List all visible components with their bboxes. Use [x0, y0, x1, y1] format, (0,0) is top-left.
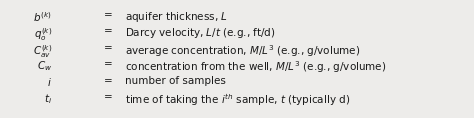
Text: time of taking the $i^{th}$ sample, $t$ (typically d): time of taking the $i^{th}$ sample, $t$ … — [125, 93, 350, 108]
Text: $C_w$: $C_w$ — [37, 59, 52, 73]
Text: average concentration, $M/L^3$ (e.g., g/volume): average concentration, $M/L^3$ (e.g., g/… — [125, 43, 360, 59]
Text: =: = — [104, 43, 112, 53]
Text: $t_i$: $t_i$ — [44, 93, 52, 106]
Text: =: = — [104, 59, 112, 70]
Text: Darcy velocity, $L/t$ (e.g., ft/d): Darcy velocity, $L/t$ (e.g., ft/d) — [125, 27, 276, 40]
Text: =: = — [104, 10, 112, 20]
Text: concentration from the well, $M/L^3$ (e.g., g/volume): concentration from the well, $M/L^3$ (e.… — [125, 59, 386, 75]
Text: $C_{av}^{(k)}$: $C_{av}^{(k)}$ — [33, 43, 52, 60]
Text: $i$: $i$ — [47, 76, 52, 88]
Text: $b^{(k)}$: $b^{(k)}$ — [34, 10, 52, 24]
Text: $q_o^{(k)}$: $q_o^{(k)}$ — [34, 27, 52, 43]
Text: aquifer thickness, $L$: aquifer thickness, $L$ — [125, 10, 228, 24]
Text: =: = — [104, 93, 112, 103]
Text: number of samples: number of samples — [125, 76, 226, 86]
Text: =: = — [104, 76, 112, 86]
Text: =: = — [104, 27, 112, 36]
